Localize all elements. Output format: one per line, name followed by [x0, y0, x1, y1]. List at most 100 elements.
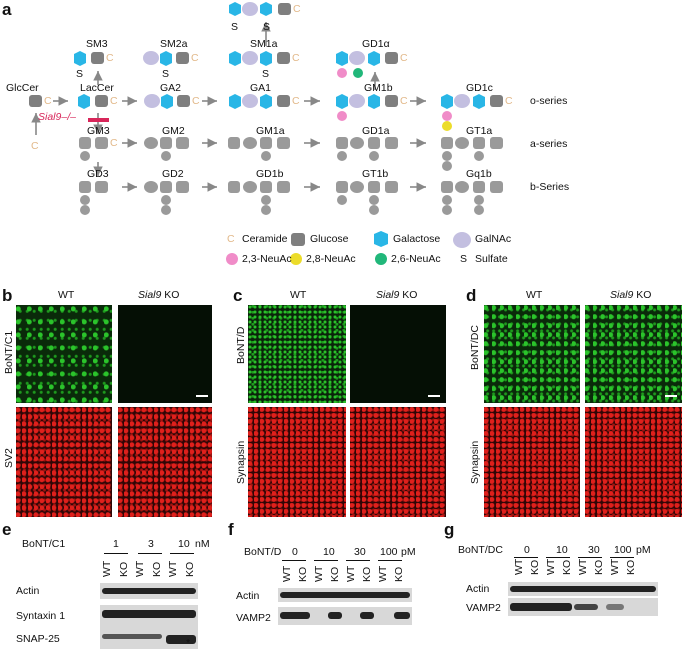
e-syntaxin-blot	[100, 605, 198, 627]
scale-bar	[196, 395, 208, 397]
g-conc-0: 0	[524, 544, 530, 556]
legend-glucose: Glucose	[310, 233, 349, 245]
legend-neuac28: 2,8-NeuAc	[306, 253, 356, 265]
e-underline	[138, 553, 162, 554]
e-row-syntaxin: Syntaxin 1	[16, 610, 66, 622]
e-underline	[104, 553, 128, 554]
g-actin-blot	[508, 582, 658, 596]
f-conc-0: 0	[292, 546, 298, 558]
label-gt1a: GT1a	[466, 125, 493, 137]
b-ko-header: Sial9 KO	[138, 289, 180, 301]
f-lane-label: KO	[393, 566, 405, 582]
g-underline	[578, 557, 602, 558]
label-sm3: SM3	[86, 38, 108, 50]
sulfate-mark: S	[263, 21, 271, 33]
f-lane-label: KO	[329, 566, 341, 582]
legend-sulfate-symbol: S	[460, 253, 468, 265]
c-ko-bontd-image	[350, 305, 446, 403]
c-ko-synapsin-image	[350, 407, 446, 517]
f-lane-label: WT	[281, 565, 293, 582]
g-underline	[610, 557, 634, 558]
g-vamp2-blot	[508, 598, 658, 616]
f-lane-label: WT	[345, 565, 357, 582]
g-underline	[546, 557, 570, 558]
ceramide-mark: C	[292, 52, 300, 64]
sulfate-mark: S	[162, 68, 170, 80]
e-conc-1: 1	[113, 538, 119, 550]
f-toxin-label: BoNT/D	[244, 546, 282, 558]
f-lane-label: WT	[377, 565, 389, 582]
e-toxin-label: BoNT/C1	[22, 538, 66, 550]
b-wt-sv2-image	[16, 407, 112, 517]
label-gd3: GD3	[87, 168, 109, 180]
label-gm3: GM3	[87, 125, 110, 137]
legend-neuac26: 2,6-NeuAc	[391, 253, 441, 265]
ceramide-mark: C	[292, 95, 300, 107]
f-underline	[282, 560, 306, 561]
b-ko-bonc1-image	[118, 305, 212, 403]
panel-label-f: f	[228, 520, 234, 539]
d-ko-bontdc-image	[585, 305, 682, 403]
label-gd2: GD2	[162, 168, 184, 180]
panel-label-c: c	[233, 286, 243, 305]
g-lane-label: WT	[609, 558, 621, 575]
g-lane-label: WT	[577, 558, 589, 575]
c-bottom-row-label: Synapsin	[235, 440, 247, 484]
g-lane-label: KO	[529, 559, 541, 575]
ceramide-mark: C	[400, 52, 408, 64]
sulfate-mark: S	[231, 21, 239, 33]
scale-bar	[428, 395, 440, 397]
c-wt-header: WT	[290, 289, 307, 301]
e-conc-3: 3	[148, 538, 154, 550]
label-gq1b: Gq1b	[466, 168, 492, 180]
ceramide-mark: C	[110, 137, 118, 149]
g-row-vamp2: VAMP2	[466, 602, 501, 614]
c-wt-bontd-image	[248, 305, 346, 403]
e-lane-label: WT	[101, 560, 113, 577]
label-laccer: LacCer	[80, 82, 114, 94]
e-lane-label: KO	[150, 561, 163, 577]
ceramide-mark: C	[44, 95, 52, 107]
e-actin-blot	[100, 583, 198, 599]
label-ga1: GA1	[250, 82, 272, 94]
label-ga2: GA2	[160, 82, 182, 94]
sulfate-mark: S	[76, 68, 84, 80]
label-gd1b: GD1b	[256, 168, 284, 180]
f-conc-10: 10	[323, 546, 335, 558]
e-lane-label: KO	[117, 561, 130, 577]
e-underline	[170, 553, 194, 554]
legend-galactose: Galactose	[393, 233, 441, 245]
legend-ceramide-symbol: C	[227, 233, 235, 245]
e-conc-10: 10	[178, 538, 190, 550]
f-actin-blot	[278, 588, 412, 602]
legend-ceramide: Ceramide	[242, 233, 288, 245]
g-toxin-label: BoNT/DC	[458, 544, 503, 556]
e-unit: nM	[195, 538, 210, 550]
c-ko-header: Sial9 KO	[376, 289, 418, 301]
d-bottom-row-label: Synapsin	[469, 440, 481, 484]
g-underline	[514, 557, 538, 558]
ganglioside-pathway-diagram	[29, 2, 503, 265]
label-sm2a: SM2a	[160, 38, 188, 50]
b-bottom-row-label: SV2	[3, 448, 15, 468]
b-wt-header: WT	[58, 289, 75, 301]
ceramide-mark: C	[505, 95, 513, 107]
label-gt1b: GT1b	[362, 168, 389, 180]
label-gd1a: GD1a	[362, 125, 390, 137]
f-underline	[378, 560, 402, 561]
e-row-actin: Actin	[16, 585, 40, 597]
d-wt-synapsin-image	[484, 407, 580, 517]
label-gm1a: GM1a	[256, 125, 285, 137]
panel-label-g: g	[444, 520, 455, 539]
d-wt-header: WT	[526, 289, 543, 301]
f-underline	[346, 560, 370, 561]
d-ko-header: Sial9 KO	[610, 289, 652, 301]
g-conc-100: 100	[614, 544, 632, 556]
label-glccer: GlcCer	[6, 82, 39, 94]
f-lane-label: WT	[313, 565, 325, 582]
legend-sulfate: Sulfate	[475, 253, 508, 265]
ceramide-mark: C	[31, 140, 39, 152]
sulfate-mark: S	[262, 68, 270, 80]
knockout-label: Sial9–/–	[38, 111, 76, 123]
e-snap25-blot	[100, 627, 198, 649]
